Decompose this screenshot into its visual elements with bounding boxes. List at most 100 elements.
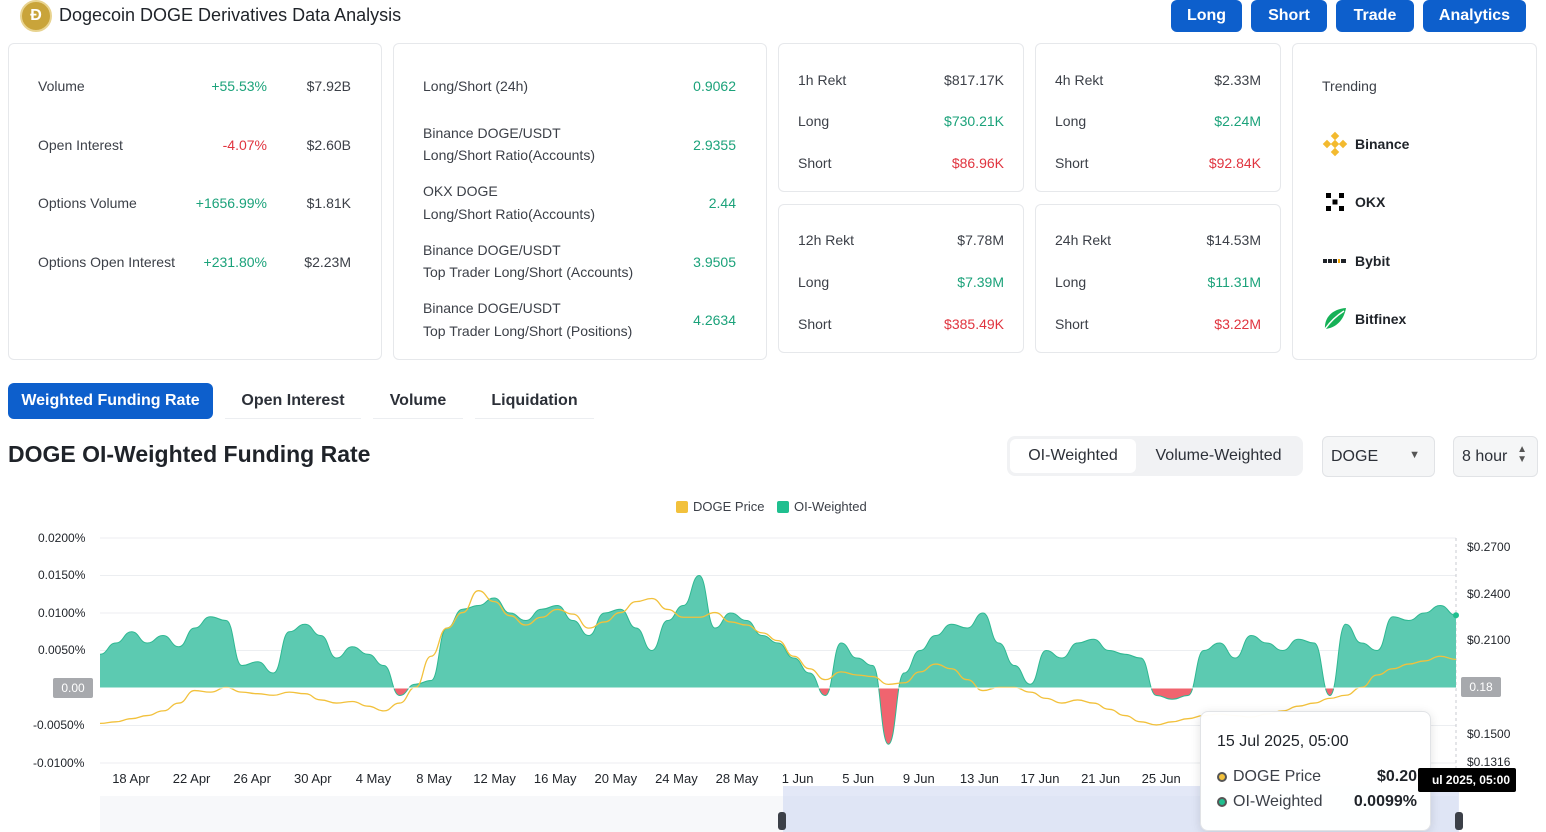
tooltip-dot xyxy=(1217,772,1227,782)
page-title: Dogecoin DOGE Derivatives Data Analysis xyxy=(59,5,402,25)
trending-item-label: Bybit xyxy=(1355,253,1390,269)
bybit-icon xyxy=(1321,247,1349,275)
x-axis-tick: 24 May xyxy=(655,771,698,786)
rekt-long-value: $2.24M xyxy=(1214,113,1261,129)
legend-swatch xyxy=(777,500,789,513)
oi-weighted-positive-area xyxy=(100,575,1456,688)
tooltip-label: OI-Weighted xyxy=(1233,793,1323,810)
rekt-long-value: $7.39M xyxy=(957,274,1004,290)
x-axis-tick: 12 May xyxy=(473,771,516,786)
x-axis-tick: 28 May xyxy=(715,771,759,786)
stat-change: -4.07% xyxy=(222,137,267,153)
rekt-short-value: $86.96K xyxy=(951,155,1004,171)
trending-item-label: OKX xyxy=(1355,194,1386,210)
tab-weighted-funding-rate[interactable]: Weighted Funding Rate xyxy=(8,383,213,419)
binance-icon xyxy=(1321,130,1349,158)
interval-select[interactable]: 8 hour ▲ ▼ xyxy=(1453,436,1538,477)
stat-value: $2.23M xyxy=(304,254,351,270)
x-axis-tick: 20 May xyxy=(594,771,638,786)
crosshair-date-flag: ul 2025, 05:00 xyxy=(1418,768,1516,792)
y-right-current-price: 0.18 xyxy=(1461,677,1501,697)
rekt-label: 4h Rekt xyxy=(1055,72,1104,88)
tooltip-label: DOGE Price xyxy=(1233,768,1322,785)
rekt-total: $7.78M xyxy=(957,232,1004,248)
rekt-short-label: Short xyxy=(1055,155,1089,171)
range-handle-right[interactable] xyxy=(1455,812,1463,830)
y-right-tick: $0.1500 xyxy=(1467,727,1511,741)
x-axis-tick: 22 Apr xyxy=(172,771,211,786)
stat-change: +231.80% xyxy=(203,254,267,270)
volume-weighted-option[interactable]: Volume-Weighted xyxy=(1155,447,1282,464)
ratio-value: 0.9062 xyxy=(693,78,736,94)
short-button[interactable]: Short xyxy=(1251,0,1327,32)
y-left-tick: 0.0200% xyxy=(38,531,86,545)
x-axis-tick: 21 Jun xyxy=(1081,771,1121,786)
long-button[interactable]: Long xyxy=(1171,0,1242,32)
rekt-long-value: $730.21K xyxy=(944,113,1004,129)
trending-item-bitfinex[interactable]: Bitfinex xyxy=(1321,305,1406,333)
rekt-short-label: Short xyxy=(1055,316,1089,332)
bitfinex-icon xyxy=(1321,305,1349,333)
ratio-value: 3.9505 xyxy=(693,254,736,270)
rekt-long-label: Long xyxy=(1055,274,1087,290)
tooltip-title: 15 Jul 2025, 05:00 xyxy=(1217,733,1349,750)
x-axis-tick: 9 Jun xyxy=(902,771,935,786)
oi-weighted-line xyxy=(99,574,1457,745)
y-left-tick-zero: 0.00 xyxy=(53,678,93,698)
trending-item-label: Binance xyxy=(1355,136,1410,152)
stat-change: +55.53% xyxy=(211,78,267,94)
y-left-tick: -0.0050% xyxy=(33,718,85,732)
y-left-tick: 0.0150% xyxy=(38,568,86,582)
x-axis-tick: 13 Jun xyxy=(959,771,999,786)
y-right-tick: $0.2700 xyxy=(1467,540,1511,554)
trending-title: Trending xyxy=(1322,78,1377,94)
y-left-tick: -0.0100% xyxy=(33,756,85,770)
tooltip-value: 0.0099% xyxy=(1353,793,1417,810)
trade-button[interactable]: Trade xyxy=(1336,0,1414,32)
sort-updown-icon: ▲ ▼ xyxy=(1517,444,1527,465)
rekt-short-value: $3.22M xyxy=(1214,316,1261,332)
x-axis-tick: 8 May xyxy=(416,771,452,786)
analytics-button[interactable]: Analytics xyxy=(1423,0,1526,32)
x-axis-tick: 16 May xyxy=(533,771,577,786)
rekt-long-label: Long xyxy=(798,113,830,129)
y-right-tick: $0.2100 xyxy=(1467,633,1511,647)
header: Ð Dogecoin DOGE Derivatives Data Analysi… xyxy=(0,0,1546,36)
tab-volume[interactable]: Volume xyxy=(373,383,463,419)
coin-select[interactable]: DOGE ▼ xyxy=(1322,436,1435,477)
ratio-title: Long/Short (24h) xyxy=(423,78,529,94)
ratio-value: 2.44 xyxy=(708,195,736,211)
legend-label: DOGE Price xyxy=(693,499,765,514)
legend-label: OI-Weighted xyxy=(794,499,867,514)
weighting-toggle: OI-Weighted Volume-Weighted xyxy=(1007,436,1303,476)
range-handle-left[interactable] xyxy=(778,812,786,830)
tooltip-dot xyxy=(1217,797,1227,807)
chart-section-title: DOGE OI-Weighted Funding Rate xyxy=(8,441,371,467)
trending-item-binance[interactable]: Binance xyxy=(1321,130,1409,158)
rekt-short-value: $92.84K xyxy=(1208,155,1261,171)
y-left-tick: 0.0100% xyxy=(38,606,86,620)
ratio-subtitle: Long/Short Ratio(Accounts) xyxy=(423,206,595,222)
rekt-short-label: Short xyxy=(798,155,832,171)
ratio-subtitle: Long/Short Ratio(Accounts) xyxy=(423,147,595,163)
tooltip-row-price: DOGE Price $0.20 xyxy=(1217,768,1417,786)
trending-item-okx[interactable]: OKX xyxy=(1321,188,1385,216)
tab-open-interest[interactable]: Open Interest xyxy=(225,383,361,419)
x-axis-tick: 17 Jun xyxy=(1020,771,1060,786)
rekt-label: 12h Rekt xyxy=(798,232,855,248)
oi-weighted-hover-point xyxy=(1453,612,1459,619)
rekt-short-label: Short xyxy=(798,316,832,332)
tab-liquidation[interactable]: Liquidation xyxy=(475,383,594,419)
interval-select-value: 8 hour xyxy=(1462,447,1508,465)
trending-item-bybit[interactable]: Bybit xyxy=(1321,247,1390,275)
legend-item-oi[interactable]: OI-Weighted xyxy=(777,499,867,514)
stat-value: $7.92B xyxy=(306,78,351,94)
ratio-value: 4.2634 xyxy=(693,312,736,328)
rekt-long-label: Long xyxy=(1055,113,1087,129)
legend-item-price[interactable]: DOGE Price xyxy=(676,499,765,514)
rekt-total: $2.33M xyxy=(1214,72,1261,88)
oi-weighted-option[interactable]: OI-Weighted xyxy=(1010,439,1136,473)
ratio-title: Binance DOGE/USDT xyxy=(423,300,561,316)
y-left-tick: 0.0050% xyxy=(38,643,86,657)
